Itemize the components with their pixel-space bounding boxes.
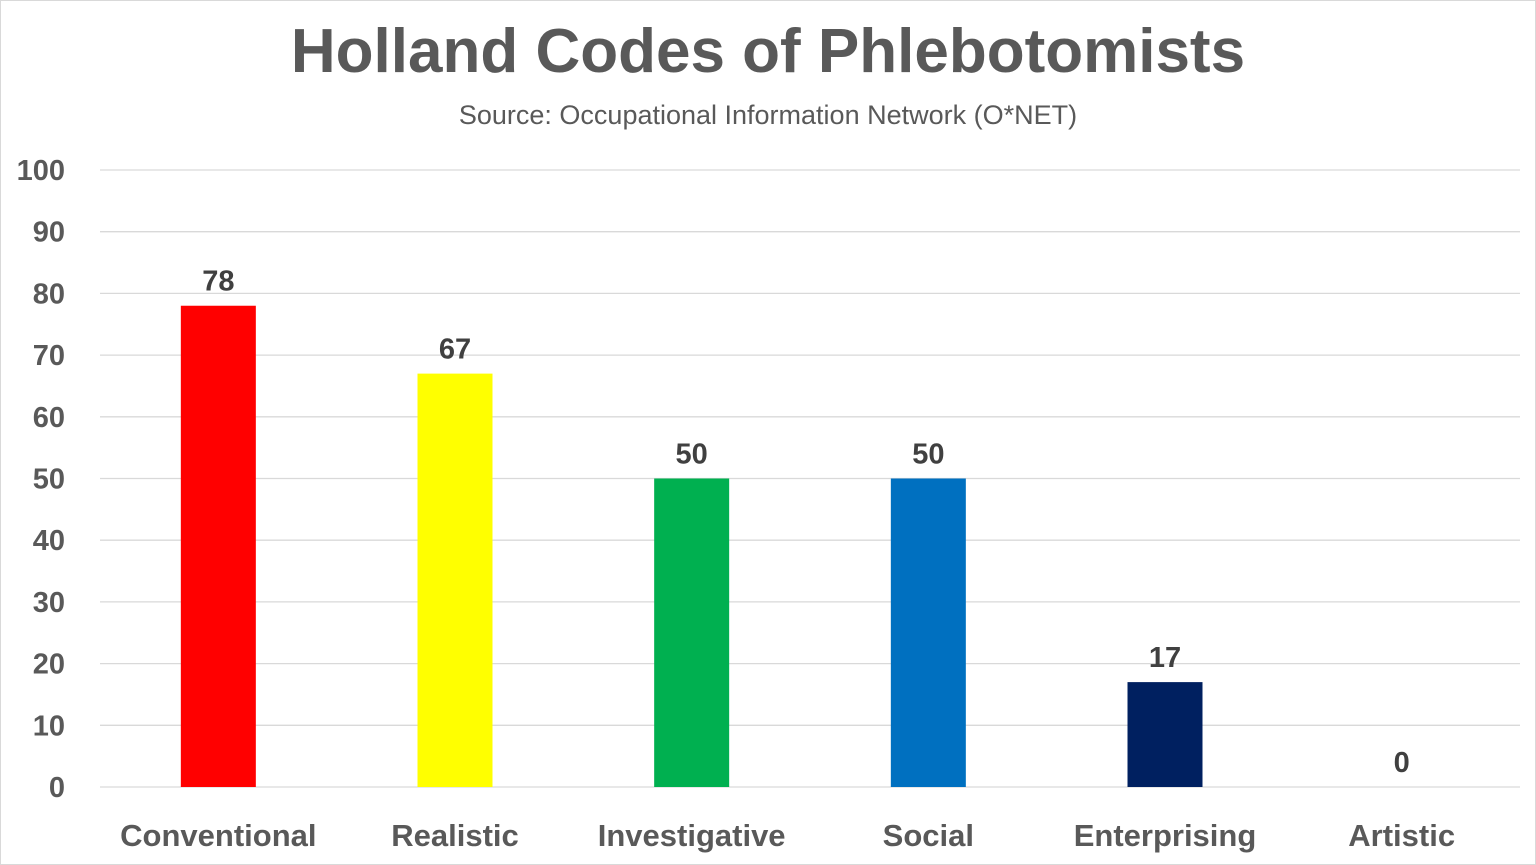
y-tick-label-100: 100 (17, 155, 65, 187)
y-tick-label-80: 80 (33, 278, 65, 310)
chart-title: Holland Codes of Phlebotomists (290, 17, 1246, 86)
bar-realistic (417, 373, 493, 787)
bar-conventional (180, 305, 256, 787)
data-label-artistic: 0 (1394, 747, 1410, 779)
gridlines (100, 169, 1520, 788)
category-label-realistic: Realistic (391, 818, 519, 853)
bar-social (890, 478, 966, 787)
bars (180, 305, 1203, 787)
y-axis-tick-labels: 0 10 20 30 40 50 60 70 80 90 100 (17, 155, 65, 804)
category-label-artistic: Artistic (1348, 818, 1455, 853)
bar-enterprising (1127, 682, 1203, 787)
category-label-conventional: Conventional (120, 818, 316, 853)
data-label-realistic: 67 (439, 334, 471, 366)
chart-subtitle: Source: Occupational Information Network… (458, 100, 1078, 130)
y-tick-label-30: 30 (33, 587, 65, 619)
x-axis-category-labels: Conventional Realistic Investigative Social… (120, 818, 1455, 853)
y-tick-label-10: 10 (33, 710, 65, 742)
data-label-social: 50 (912, 439, 944, 471)
category-label-enterprising: Enterprising (1074, 818, 1257, 853)
y-tick-label-60: 60 (33, 402, 65, 434)
y-tick-label-20: 20 (33, 649, 65, 681)
data-labels: 78 67 50 50 17 0 (202, 266, 1410, 779)
data-label-investigative: 50 (676, 439, 708, 471)
category-label-social: Social (883, 818, 974, 853)
y-tick-label-50: 50 (33, 464, 65, 496)
y-tick-label-40: 40 (33, 525, 65, 557)
y-tick-label-0: 0 (49, 772, 65, 804)
y-tick-label-70: 70 (33, 340, 65, 372)
bar-investigative (654, 478, 730, 787)
y-tick-label-90: 90 (33, 217, 65, 249)
data-label-enterprising: 17 (1149, 642, 1181, 674)
category-label-investigative: Investigative (598, 818, 786, 853)
data-label-conventional: 78 (202, 266, 234, 298)
